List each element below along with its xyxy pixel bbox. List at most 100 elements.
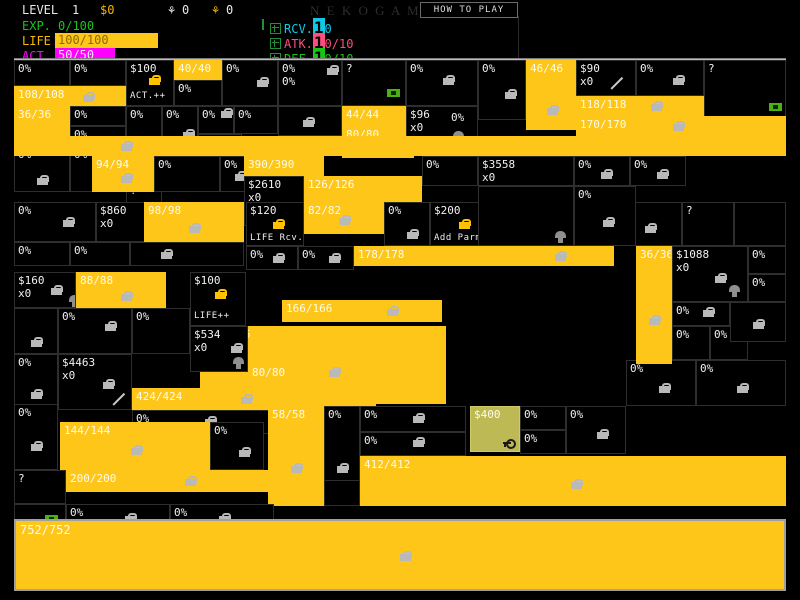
grid-cell[interactable]: 0%	[636, 60, 704, 96]
grid-cell[interactable]	[324, 480, 360, 506]
grid-cell[interactable]: 0%	[710, 326, 748, 360]
grid-cell[interactable]: $100 LIFE++	[190, 272, 246, 326]
grid-cell[interactable]: 88/88	[76, 272, 166, 312]
grid-cell[interactable]: 0%	[154, 156, 220, 192]
grid-cell[interactable]: 0%	[626, 360, 696, 406]
grid-cell[interactable]: $100 ACT.++	[126, 60, 174, 106]
grid-cell[interactable]: $1088 x0	[672, 246, 748, 302]
grid-cell[interactable]: 36/36	[636, 246, 672, 364]
grid-cell[interactable]: 82/82	[304, 202, 384, 234]
gold-lock-icon	[149, 75, 161, 85]
grid-cell[interactable]: 0%	[70, 106, 126, 126]
grid-cell[interactable]: 0%	[210, 422, 264, 470]
grid-cell[interactable]: 108/108	[14, 86, 126, 106]
grid-cell[interactable]: 0%	[234, 106, 278, 134]
grid-cell[interactable]: 0%	[132, 308, 190, 354]
grid-cell[interactable]	[130, 242, 244, 266]
expand-atk-icon[interactable]	[270, 38, 281, 49]
stat-row-rcv[interactable]: RCV.10	[270, 18, 332, 37]
grid-cell[interactable]: $534 x0	[190, 326, 248, 372]
grid-cell[interactable]: 0%	[672, 302, 730, 326]
grid-cell[interactable]: $160 x0	[14, 272, 76, 308]
grid-cell[interactable]: 0%	[384, 202, 430, 246]
main-progress-panel[interactable]: 752/752	[14, 519, 786, 591]
grid-cell[interactable]: ?	[704, 60, 786, 120]
grid-cell[interactable]: 0%	[520, 430, 566, 454]
grid-cell[interactable]: 0%	[566, 406, 626, 454]
upgrade-grid[interactable]: 0%0%108/10836/360%0%0%0%32/32?$100ACT.++…	[14, 60, 786, 532]
grid-cell[interactable]: 0%	[14, 242, 70, 266]
main-progress-value: 752/752	[20, 523, 71, 537]
grid-cell[interactable]: 166/166	[282, 300, 442, 322]
grid-cell[interactable]: 0%	[70, 60, 126, 86]
key-count: 0	[226, 3, 234, 17]
grid-cell[interactable]: 424/424	[132, 388, 376, 410]
grid-cell[interactable]: 144/144	[60, 422, 210, 470]
gold-lock-icon	[273, 219, 285, 229]
cell-value: 0%	[714, 328, 728, 341]
lock-icon	[241, 394, 253, 404]
grid-cell[interactable]: 0%	[298, 246, 354, 270]
stat-row-atk[interactable]: ATK.10/10	[270, 33, 353, 52]
grid-cell[interactable]: 0%	[406, 60, 478, 106]
grid-cell[interactable]: 118/118	[576, 96, 704, 116]
grid-cell[interactable]: ?	[14, 470, 66, 504]
grid-cell[interactable]: 0%	[198, 106, 234, 134]
grid-cell[interactable]: $400	[470, 406, 520, 452]
grid-cell[interactable]: 0%	[520, 406, 566, 430]
grid-cell[interactable]	[14, 308, 58, 354]
grid-cell[interactable]: 80/80	[248, 364, 316, 388]
grid-cell[interactable]	[278, 106, 342, 136]
grid-cell[interactable]: 412/412	[360, 456, 786, 506]
grid-cell[interactable]: 170/170	[576, 116, 786, 136]
cell-multiplier: x0	[18, 287, 32, 300]
grid-cell[interactable]: 0%	[478, 60, 526, 120]
grid-cell[interactable]: 178/178	[354, 246, 614, 266]
grid-cell[interactable]: 390/390	[244, 156, 324, 176]
grid-cell[interactable]	[478, 186, 574, 246]
grid-cell[interactable]: $4463 x0	[58, 354, 132, 410]
cell-value: ?	[686, 204, 693, 217]
grid-cell[interactable]: 0%	[14, 202, 96, 242]
grid-cell[interactable]: 94/94	[92, 156, 154, 192]
grid-cell[interactable]: 0%	[360, 406, 466, 432]
grid-cell[interactable]: 0%	[422, 156, 478, 186]
grid-cell[interactable]	[274, 480, 324, 506]
cell-value: $1088	[676, 248, 710, 261]
grid-cell[interactable]: 0%	[574, 186, 636, 246]
grid-cell[interactable]	[734, 202, 786, 246]
grid-cell[interactable]: 0%	[222, 60, 278, 106]
grid-cell[interactable]: 0%	[70, 242, 130, 266]
grid-cell[interactable]: 0%	[246, 246, 298, 270]
grid-cell[interactable]: 0%	[672, 326, 710, 360]
grid-cell[interactable]: 0%	[14, 354, 58, 410]
grid-cell[interactable]: 0%	[174, 80, 222, 106]
grid-cell[interactable]: $90 x0	[576, 60, 636, 96]
grid-cell[interactable]: ?	[682, 202, 734, 246]
grid-cell[interactable]: 0% 0%	[278, 60, 342, 106]
lock-icon	[239, 447, 251, 457]
grid-cell[interactable]: 0%	[14, 60, 70, 86]
grid-cell[interactable]: $3558 x0	[478, 156, 574, 186]
grid-cell[interactable]	[14, 136, 786, 156]
grid-cell[interactable]: ?	[342, 60, 406, 106]
life-label: LIFE	[22, 34, 51, 48]
grid-cell[interactable]: 0%	[630, 156, 686, 186]
grid-cell[interactable]: 0%	[574, 156, 630, 186]
grid-cell[interactable]: $120 LIFE Rcv.	[246, 202, 304, 246]
grid-cell[interactable]: 0%	[360, 432, 466, 456]
grid-cell[interactable]: 40/40	[174, 60, 222, 80]
grid-cell[interactable]: 0%	[58, 308, 132, 354]
how-to-play-button[interactable]: HOW TO PLAY	[420, 2, 518, 18]
grid-cell[interactable]: 44/44	[342, 106, 406, 126]
grid-cell[interactable]: 0%	[748, 274, 786, 302]
grid-cell[interactable]: 0%	[748, 246, 786, 274]
grid-cell[interactable]: 200/200	[66, 470, 270, 492]
grid-cell[interactable]: 46/46	[526, 60, 576, 130]
grid-cell[interactable]: 0%	[14, 404, 58, 470]
grid-cell[interactable]: 0%	[696, 360, 786, 406]
expand-rcv-icon[interactable]	[270, 23, 281, 34]
grid-cell[interactable]: 98/98	[144, 202, 244, 246]
grid-cell[interactable]	[730, 302, 786, 342]
lock-icon	[31, 441, 43, 451]
